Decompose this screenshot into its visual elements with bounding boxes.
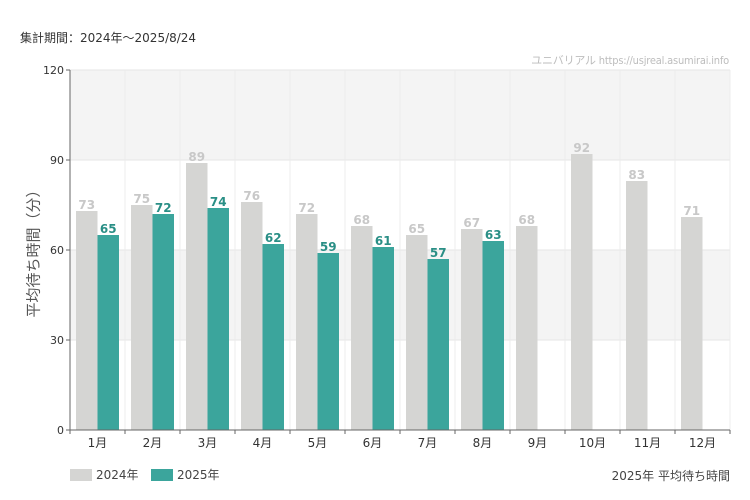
bar-2025-1 [97,235,119,430]
data-label-2024-6: 68 [353,213,370,227]
data-label-2024-1: 73 [78,198,95,212]
legend-label-2025: 2025年 [177,468,220,482]
x-tick-label-9: 9月 [528,436,548,450]
data-label-2024-5: 72 [298,201,315,215]
bar-2024-9 [516,226,538,430]
data-labels: 73 65 75 72 89 74 76 62 72 59 68 61 65 57 67 63 68 92 83 71 [78,141,700,260]
bar-2024-3 [186,163,208,430]
legend-item-2025[interactable]: 2025年 [151,466,220,483]
x-tick-label-2: 2月 [143,436,163,450]
data-label-2024-3: 89 [188,150,205,164]
x-tick-label-3: 3月 [198,436,218,450]
data-label-2025-1: 65 [100,222,117,236]
bar-2024-2 [131,205,153,430]
y-tick-label-60: 60 [50,244,64,257]
legend-swatch-2025 [151,468,173,481]
data-label-2024-8: 67 [463,216,480,230]
y-tick-label-120: 120 [43,64,64,77]
data-label-2025-5: 59 [320,240,337,254]
x-tick-label-12: 12月 [689,436,716,450]
bar-2025-6 [372,247,394,430]
data-label-2024-9: 68 [518,213,535,227]
bar-2024-8 [461,229,483,430]
bar-2024-1 [76,211,98,430]
x-tick-label-11: 11月 [634,436,661,450]
data-label-2025-7: 57 [430,246,447,260]
bar-2024-12 [681,217,703,430]
bars [76,154,703,430]
legend-swatch-2024 [70,468,92,481]
data-label-2025-3: 74 [210,195,227,209]
bar-2025-2 [152,214,174,430]
data-label-2024-12: 71 [683,204,700,218]
bar-2024-6 [351,226,373,430]
data-label-2024-4: 76 [243,189,260,203]
axes [66,69,731,434]
bar-2024-5 [296,214,318,430]
bar-2024-4 [241,202,263,430]
bar-2025-3 [207,208,229,430]
bar-2025-4 [262,244,284,430]
bar-2024-7 [406,235,428,430]
data-label-2024-10: 92 [573,141,590,155]
x-tick-label-6: 6月 [363,436,383,450]
data-label-2025-2: 72 [155,201,172,215]
data-label-2024-11: 83 [628,168,645,182]
footer-title: 2025年 平均待ち時間 [611,469,730,483]
data-label-2024-2: 75 [133,192,150,206]
x-tick-label-8: 8月 [473,436,493,450]
x-tick-label-5: 5月 [308,436,328,450]
data-label-2025-8: 63 [485,228,502,242]
bar-2025-5 [317,253,339,430]
y-tick-label-90: 90 [50,154,64,167]
bar-2025-8 [482,241,504,430]
data-label-2024-7: 65 [408,222,425,236]
data-label-2025-6: 61 [375,234,392,248]
tick-labels: 1月 2月 3月 4月 5月 6月 7月 8月 9月 10月 11月 12月 0 30 60 90 120 [43,64,716,450]
bar-2024-11 [626,181,648,430]
x-tick-label-10: 10月 [579,436,606,450]
data-label-2025-4: 62 [265,231,282,245]
bar-2025-7 [427,259,449,430]
y-tick-label-0: 0 [57,424,64,437]
legend-label-2024: 2024年 [96,468,139,482]
period-label: 集計期間：2024年～2025/8/24 [20,31,197,45]
legend-item-2024[interactable]: 2024年 [70,466,139,483]
bar-2024-10 [571,154,593,430]
watermark: ユニバリアル https://usjreal.asumirai.info [531,54,729,67]
y-tick-label-30: 30 [50,334,64,347]
x-tick-label-4: 4月 [253,436,273,450]
x-tick-label-7: 7月 [418,436,438,450]
x-tick-label-1: 1月 [88,436,108,450]
